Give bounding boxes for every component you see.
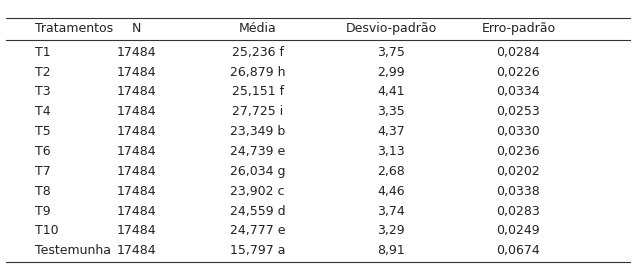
- Text: 24,739 e: 24,739 e: [230, 145, 285, 158]
- Text: T3: T3: [35, 85, 51, 99]
- Text: 17484: 17484: [117, 204, 156, 218]
- Text: 17484: 17484: [117, 46, 156, 59]
- Text: 0,0236: 0,0236: [497, 145, 540, 158]
- Text: 3,75: 3,75: [377, 46, 405, 59]
- Text: 0,0226: 0,0226: [497, 66, 540, 79]
- Text: 0,0202: 0,0202: [497, 165, 540, 178]
- Text: Erro-padrão: Erro-padrão: [481, 22, 555, 35]
- Text: T9: T9: [35, 204, 51, 218]
- Text: 0,0338: 0,0338: [497, 185, 540, 198]
- Text: 4,41: 4,41: [377, 85, 405, 99]
- Text: 25,236 f: 25,236 f: [232, 46, 284, 59]
- Text: 0,0284: 0,0284: [497, 46, 540, 59]
- Text: 3,74: 3,74: [377, 204, 405, 218]
- Text: T1: T1: [35, 46, 51, 59]
- Text: 17484: 17484: [117, 145, 156, 158]
- Text: 25,151 f: 25,151 f: [232, 85, 284, 99]
- Text: 8,91: 8,91: [377, 244, 405, 257]
- Text: T6: T6: [35, 145, 51, 158]
- Text: Média: Média: [238, 22, 277, 35]
- Text: 15,797 a: 15,797 a: [230, 244, 286, 257]
- Text: 0,0253: 0,0253: [497, 105, 540, 118]
- Text: 17484: 17484: [117, 125, 156, 138]
- Text: 3,13: 3,13: [377, 145, 405, 158]
- Text: T5: T5: [35, 125, 51, 138]
- Text: 4,37: 4,37: [377, 125, 405, 138]
- Text: 24,559 d: 24,559 d: [230, 204, 286, 218]
- Text: 27,725 i: 27,725 i: [232, 105, 283, 118]
- Text: 0,0283: 0,0283: [497, 204, 540, 218]
- Text: 17484: 17484: [117, 224, 156, 238]
- Text: Testemunha: Testemunha: [35, 244, 111, 257]
- Text: 26,879 h: 26,879 h: [230, 66, 286, 79]
- Text: N: N: [132, 22, 141, 35]
- Text: 4,46: 4,46: [377, 185, 405, 198]
- Text: 17484: 17484: [117, 185, 156, 198]
- Text: 2,99: 2,99: [377, 66, 405, 79]
- Text: 17484: 17484: [117, 85, 156, 99]
- Text: 17484: 17484: [117, 105, 156, 118]
- Text: Tratamentos: Tratamentos: [35, 22, 113, 35]
- Text: 17484: 17484: [117, 165, 156, 178]
- Text: 3,35: 3,35: [377, 105, 405, 118]
- Text: T7: T7: [35, 165, 51, 178]
- Text: 23,349 b: 23,349 b: [230, 125, 285, 138]
- Text: 24,777 e: 24,777 e: [230, 224, 286, 238]
- Text: T4: T4: [35, 105, 51, 118]
- Text: 26,034 g: 26,034 g: [230, 165, 286, 178]
- Text: 0,0249: 0,0249: [497, 224, 540, 238]
- Text: Desvio-padrão: Desvio-padrão: [345, 22, 437, 35]
- Text: T8: T8: [35, 185, 51, 198]
- Text: 0,0330: 0,0330: [497, 125, 540, 138]
- Text: 2,68: 2,68: [377, 165, 405, 178]
- Text: 3,29: 3,29: [377, 224, 405, 238]
- Text: 23,902 c: 23,902 c: [230, 185, 285, 198]
- Text: 0,0674: 0,0674: [497, 244, 540, 257]
- Text: 17484: 17484: [117, 66, 156, 79]
- Text: T2: T2: [35, 66, 51, 79]
- Text: 17484: 17484: [117, 244, 156, 257]
- Text: 0,0334: 0,0334: [497, 85, 540, 99]
- Text: T10: T10: [35, 224, 59, 238]
